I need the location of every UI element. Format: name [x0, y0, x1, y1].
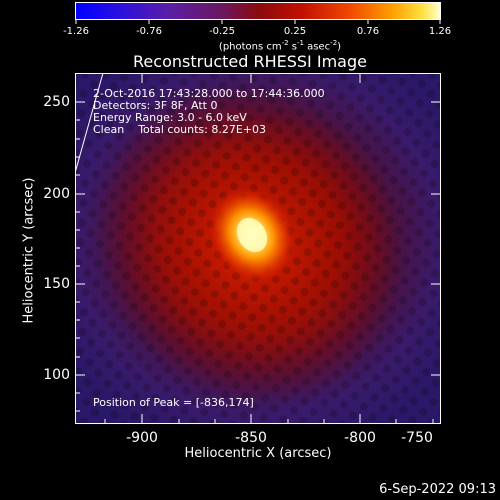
y-axis-label: Heliocentric Y (arcsec): [21, 177, 37, 324]
colorbar: [75, 2, 441, 24]
colorbar-tick: -0.25: [209, 26, 235, 37]
y-tick-label: 150: [43, 276, 70, 292]
x-tick-label: -750: [401, 430, 433, 446]
footer-timestamp: 6-Sep-2022 09:13: [379, 482, 496, 497]
x-tick-label: -850: [235, 430, 267, 446]
y-tick-label: 100: [43, 367, 70, 383]
x-tick-label: -900: [126, 430, 158, 446]
info-energy-range: Energy Range: 3.0 - 6.0 keV: [93, 111, 247, 124]
plot-title: Reconstructed RHESSI Image: [133, 52, 367, 71]
y-tick-label: 200: [43, 186, 70, 202]
rhessi-image: [75, 73, 441, 424]
colorbar-units: (photons cm-2 s-1 asec-2): [218, 39, 342, 53]
peak-position: Position of Peak = [-836,174]: [93, 396, 254, 409]
colorbar-tick: 0.25: [283, 26, 307, 37]
y-tick-label: 250: [43, 94, 70, 110]
x-tick-label: -800: [344, 430, 376, 446]
colorbar-tick: -0.76: [136, 26, 162, 37]
colorbar-tick: -1.26: [63, 26, 89, 37]
info-time-range: 2-Oct-2016 17:43:28.000 to 17:44:36.000: [93, 87, 325, 100]
info-clean-counts: Clean Total counts: 8.27E+03: [93, 123, 267, 136]
x-axis-label: Heliocentric X (arcsec): [184, 446, 332, 461]
info-detectors: Detectors: 3F 8F, Att 0: [93, 99, 218, 112]
colorbar-tick: 0.76: [356, 26, 380, 37]
colorbar-tick: 1.26: [428, 26, 452, 37]
